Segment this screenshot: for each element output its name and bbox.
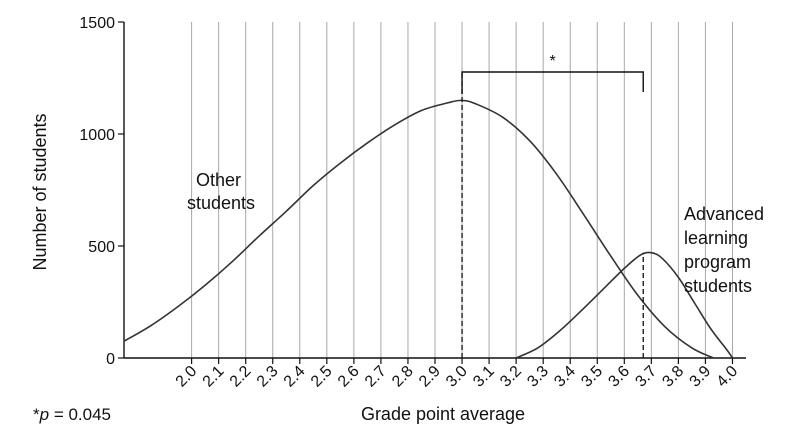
advanced-students-label-line: Advanced (684, 204, 764, 224)
x-tick-label: 3.9 (687, 363, 715, 391)
footnote-star: * (33, 405, 40, 424)
x-tick-label: 2.8 (389, 363, 417, 391)
mean-markers (461, 72, 644, 358)
x-axis-title: Grade point average (361, 404, 525, 424)
x-tick-label: 3.1 (470, 363, 498, 391)
x-tick-label: 3.7 (632, 363, 660, 391)
x-tick-label: 4.0 (714, 363, 742, 391)
y-tick-label: 1500 (79, 15, 115, 32)
advanced-students-label-line: learning (684, 228, 748, 248)
x-tick-label: 2.3 (254, 363, 282, 391)
advanced-students-label-line: students (684, 276, 752, 296)
advanced-students-label: Advanced learning program students (684, 204, 769, 296)
x-tick-label: 2.0 (173, 363, 201, 391)
other-students-label-line: Other (196, 170, 241, 190)
x-tick-label: 2.7 (362, 363, 390, 391)
other-students-curve (123, 99, 714, 359)
x-tick-label: 2.6 (335, 363, 363, 391)
y-tick-label: 0 (106, 351, 115, 368)
x-tick-label: 3.6 (605, 363, 633, 391)
x-tick-label: 2.5 (308, 363, 336, 391)
p-value-footnote: *p = 0.045 (33, 405, 111, 424)
axes (118, 21, 746, 359)
advanced-students-label-line: program (684, 252, 751, 272)
x-tick-label: 2.1 (200, 363, 228, 391)
series-lines (123, 99, 734, 359)
advanced-students-curve (515, 251, 734, 359)
x-tick-labels: 2.0 2.1 2.2 2.3 2.4 2.5 2.6 2.7 2.8 2.9 3.0 3.1 3.2 3… (173, 363, 742, 391)
y-tick-label: 1000 (79, 127, 115, 144)
grid-lines (191, 22, 734, 364)
footnote-value: = 0.045 (49, 405, 111, 424)
x-tick-label: 2.9 (416, 363, 444, 391)
x-tick-label: 3.0 (443, 363, 471, 391)
x-tick-label: 2.4 (281, 363, 309, 391)
significance-bracket: * (461, 53, 644, 94)
bracket-line (461, 71, 644, 94)
y-axis-title: Number of students (30, 113, 50, 270)
x-tick-label: 3.2 (497, 363, 525, 391)
x-tick-label: 3.3 (524, 363, 552, 391)
other-students-label-line: students (187, 193, 255, 213)
significance-star: * (550, 53, 556, 70)
footnote-p: p (39, 405, 49, 424)
x-tick-label: 3.4 (551, 363, 579, 391)
x-tick-label: 2.2 (227, 363, 255, 391)
y-tick-label: 500 (88, 239, 115, 256)
x-tick-label: 3.8 (659, 363, 687, 391)
x-tick-label: 3.5 (578, 363, 606, 391)
y-tick-labels: 0 500 1000 1500 (79, 15, 115, 368)
other-students-label: Other students (187, 170, 255, 213)
